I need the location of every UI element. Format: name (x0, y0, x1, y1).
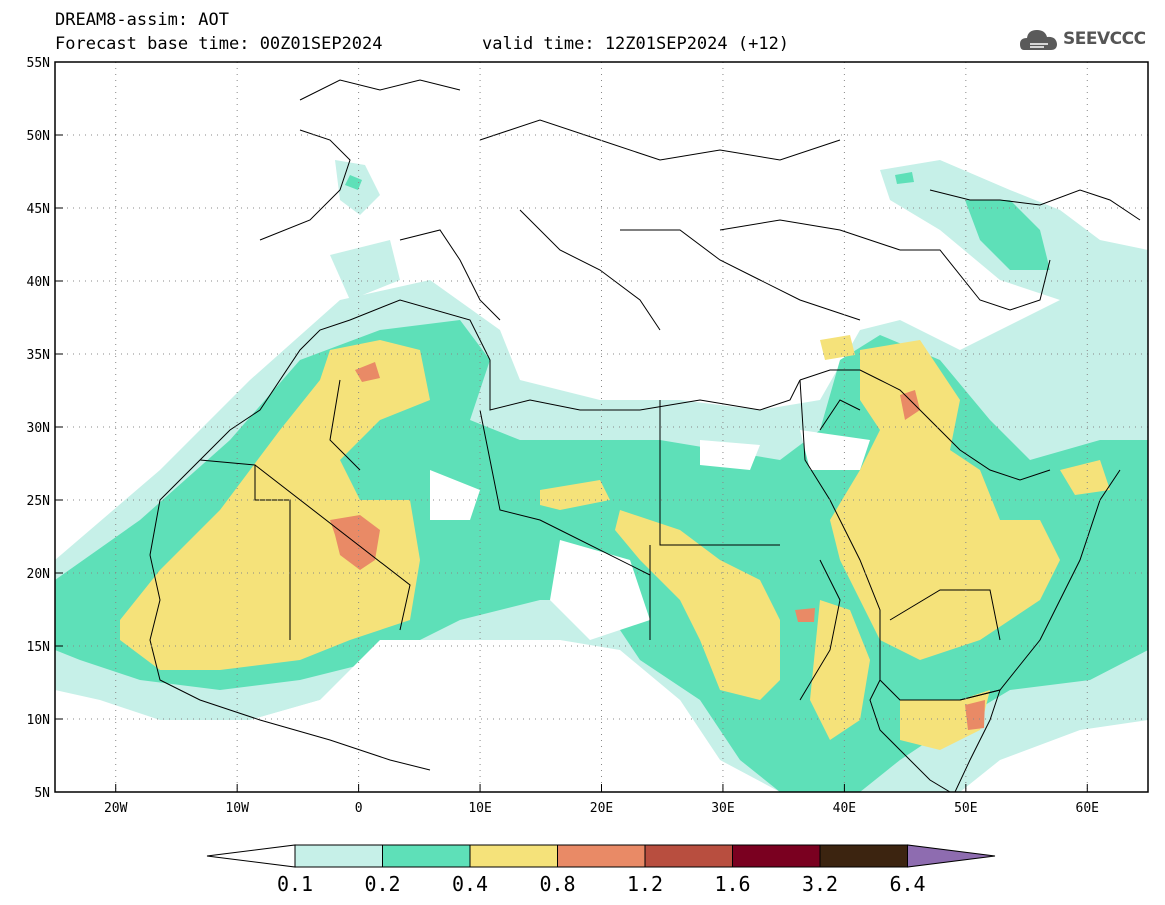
lon-tick-label: 60E (1076, 801, 1099, 816)
lat-tick-label: 45N (27, 202, 50, 217)
lon-tick-label: 0 (355, 801, 363, 816)
colorbar: 0.1 0.2 0.4 0.8 1.2 1.6 3.2 6.4 (206, 844, 996, 896)
colorbar-swatch (644, 844, 733, 868)
colorbar-label: 1.2 (627, 872, 663, 896)
map-grid (55, 62, 1148, 792)
lon-tick-label: 50E (954, 801, 977, 816)
colorbar-label: 0.1 (277, 872, 313, 896)
lon-tick-label: 10E (468, 801, 491, 816)
latitude-ticks: 5N 10N 15N 20N 25N 30N 35N 40N 45N 50N 55N (27, 56, 63, 801)
lat-tick-label: 20N (27, 567, 50, 582)
colorbar-swatch (294, 844, 383, 868)
colorbar-high-arrow (907, 844, 996, 868)
colorbar-label: 3.2 (802, 872, 838, 896)
lat-tick-label: 55N (27, 56, 50, 71)
lat-tick-label: 15N (27, 640, 50, 655)
lon-tick-label: 10W (225, 801, 249, 816)
colorbar-low-arrow (206, 844, 296, 868)
lat-tick-label: 35N (27, 348, 50, 363)
logo-text: SEEVCCC (1063, 29, 1146, 49)
aot-clear-areas (55, 430, 870, 792)
lat-tick-label: 5N (34, 786, 50, 801)
longitude-ticks: 20W 10W 0 10E 20E 30E 40E 50E 60E (104, 784, 1099, 816)
colorbar-swatch (557, 844, 646, 868)
cloud-logo-icon (1020, 30, 1057, 50)
colorbar-label: 0.2 (364, 872, 400, 896)
colorbar-swatch (819, 844, 908, 868)
colorbar-label: 6.4 (889, 872, 925, 896)
lon-tick-label: 30E (711, 801, 734, 816)
lat-tick-label: 25N (27, 494, 50, 509)
colorbar-label: 0.8 (539, 872, 575, 896)
coastlines (149, 79, 1141, 792)
forecast-base-time: Forecast base time: 00Z01SEP2024 (55, 34, 383, 54)
lat-tick-label: 50N (27, 129, 50, 144)
valid-time: valid time: 12Z01SEP2024 (+12) (482, 34, 790, 54)
lat-tick-label: 30N (27, 421, 50, 436)
aot-level-0-8 (330, 362, 985, 730)
lon-tick-label: 20W (104, 801, 128, 816)
lon-tick-label: 20E (590, 801, 613, 816)
colorbar-label: 0.4 (452, 872, 488, 896)
map-title: DREAM8-assim: AOT (55, 10, 229, 30)
lon-tick-label: 40E (833, 801, 856, 816)
lat-tick-label: 10N (27, 713, 50, 728)
aot-level-0-4 (120, 335, 1110, 750)
colorbar-label: 1.6 (714, 872, 750, 896)
lat-tick-label: 40N (27, 275, 50, 290)
colorbar-swatch (732, 844, 821, 868)
colorbar-swatch (382, 844, 471, 868)
colorbar-swatch (469, 844, 558, 868)
